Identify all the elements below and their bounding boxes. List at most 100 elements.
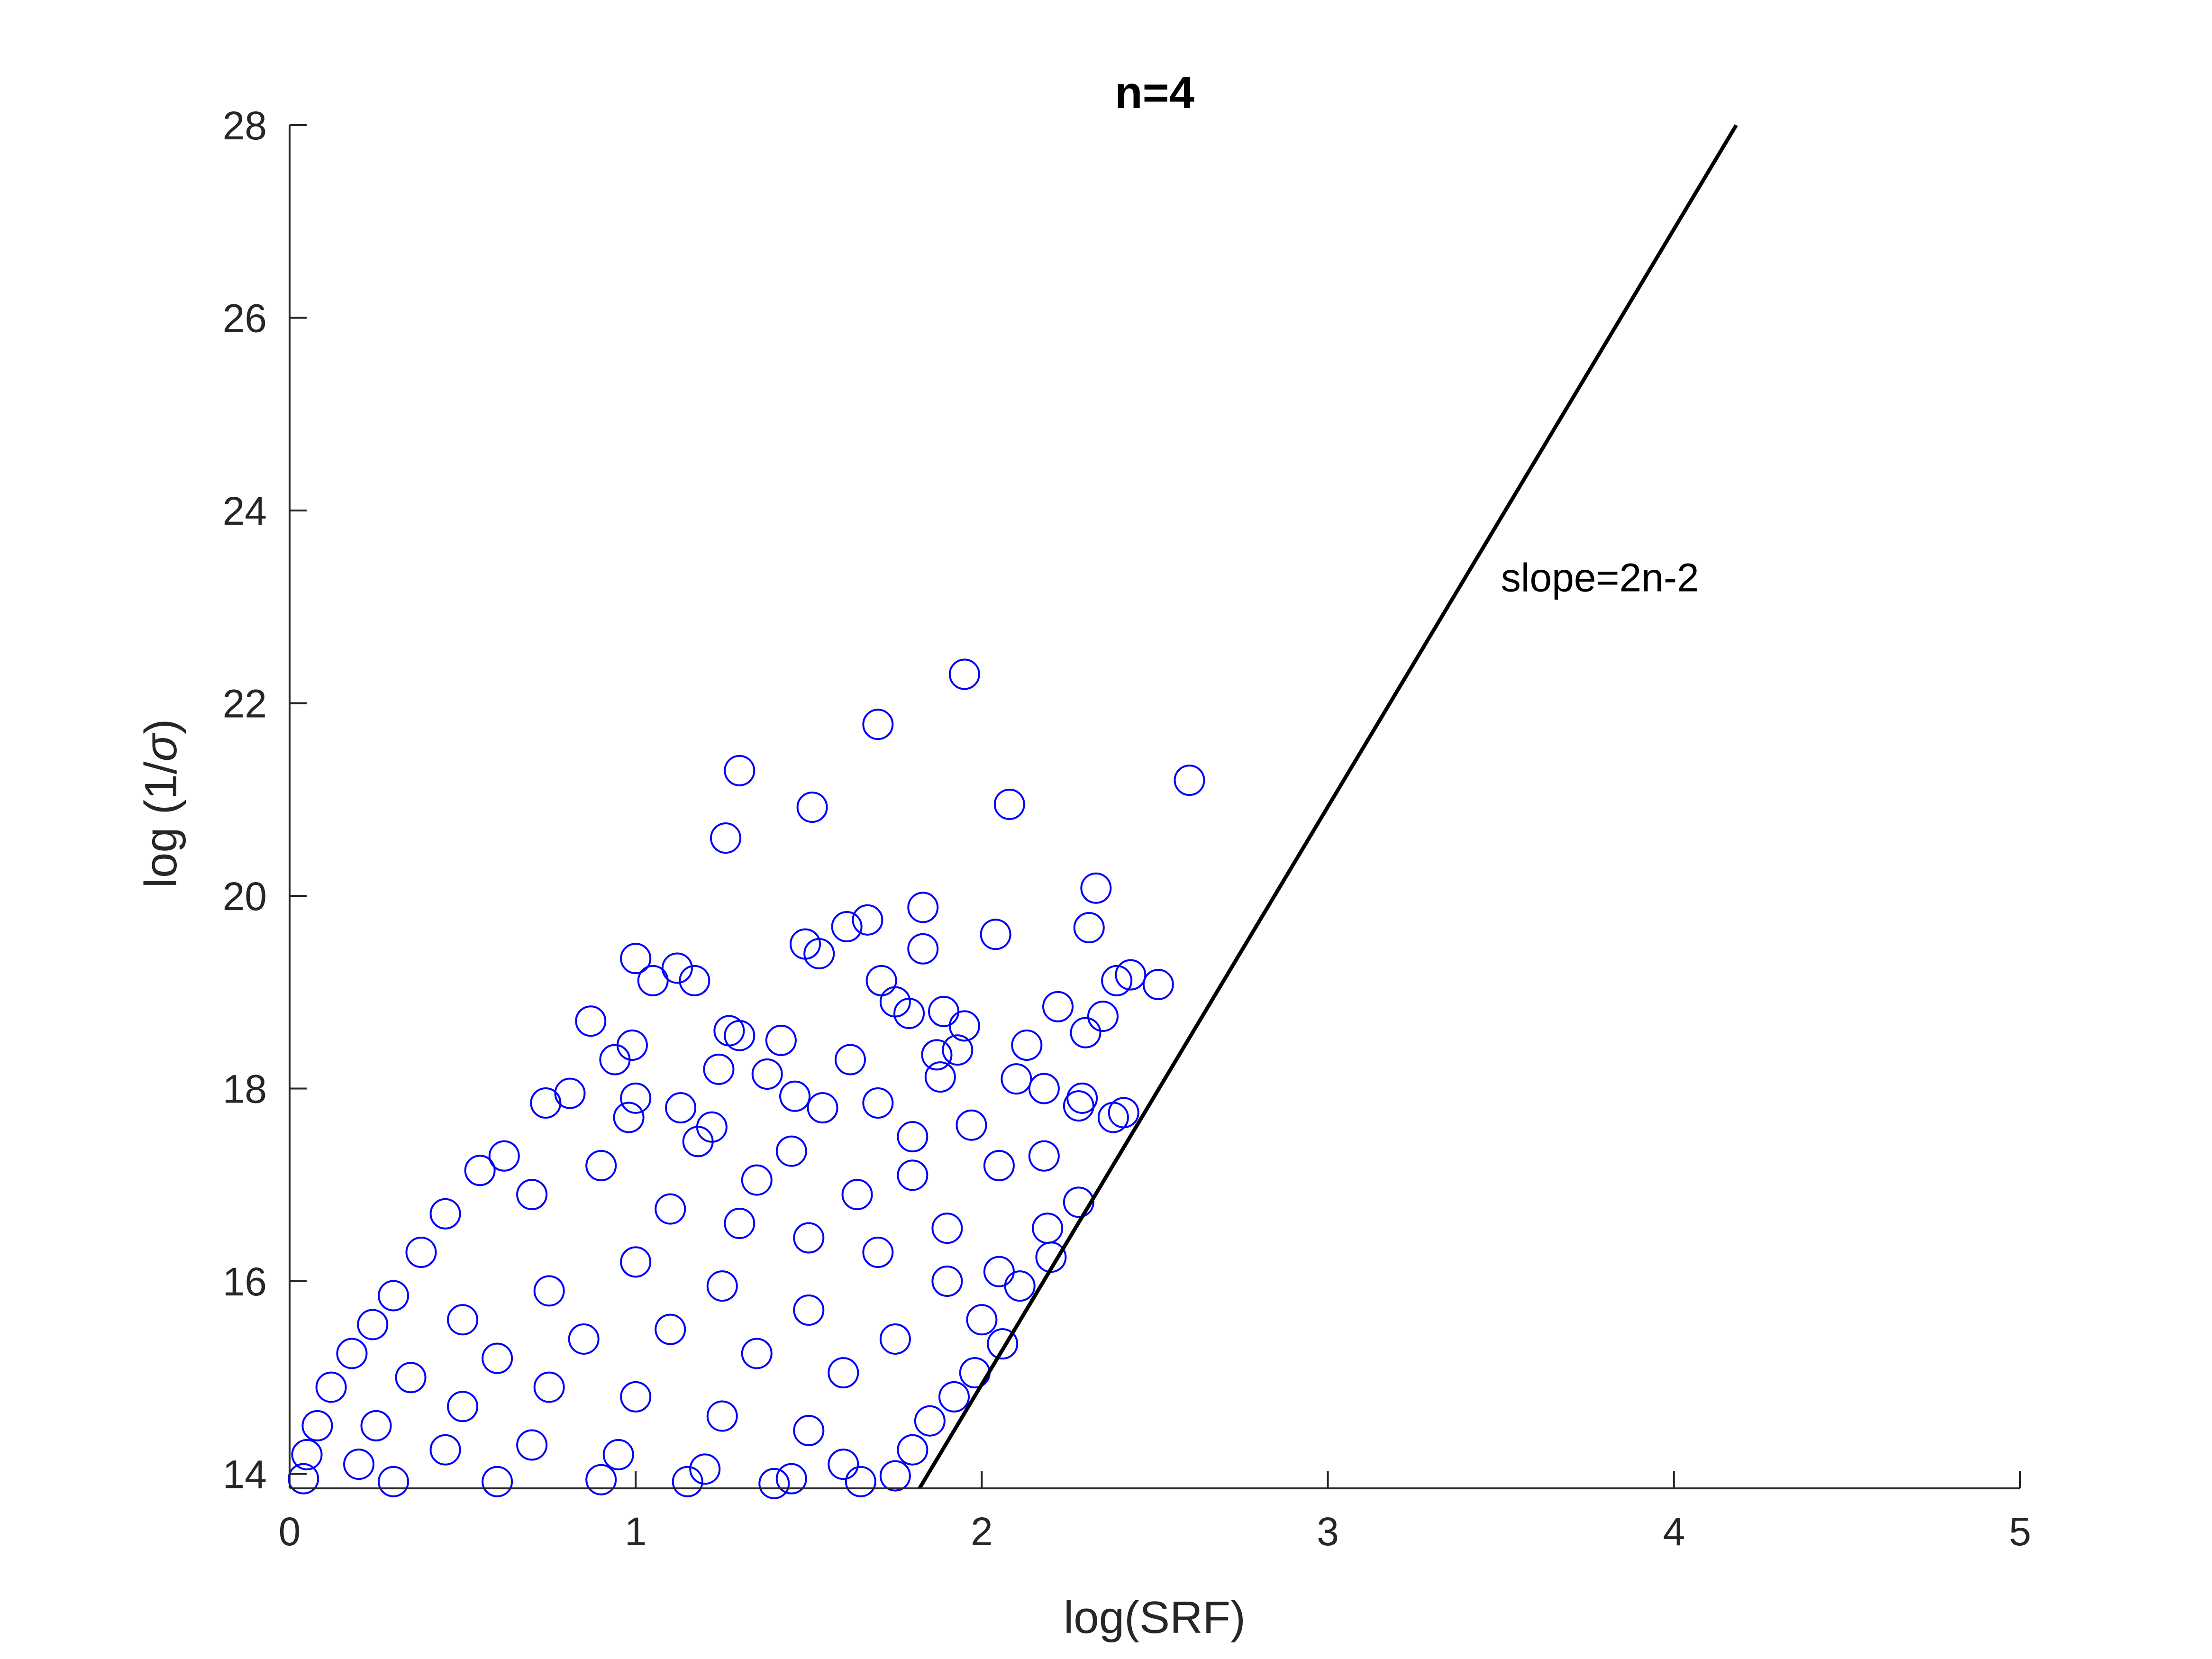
scatter-point [845, 1466, 876, 1497]
scatter-point [1087, 1001, 1119, 1032]
scatter-point [703, 1053, 735, 1085]
y-axis-label-prefix: log (1/ [136, 761, 186, 888]
scatter-point [482, 1466, 513, 1497]
scatter-point [488, 1140, 520, 1172]
scatter-point [620, 943, 652, 975]
scatter-point [585, 1464, 617, 1495]
scatter-point [751, 1058, 783, 1090]
scatter-point [1101, 965, 1133, 996]
scatter-point [602, 1439, 634, 1470]
scatter-point [1028, 1140, 1060, 1172]
x-ticks: 0 1 2 3 4 5 [279, 1471, 2031, 1554]
x-tick-label: 0 [279, 1509, 301, 1554]
scatter-point [672, 1466, 703, 1497]
scatter-point [1080, 872, 1112, 904]
scatter-point [897, 1121, 928, 1153]
scatter-point [980, 919, 1011, 950]
scatter-point [828, 1449, 859, 1480]
scatter-point [429, 1198, 461, 1230]
axes: 0 1 2 3 4 5 14 16 18 20 22 24 26 28 [223, 103, 2031, 1554]
scatter-point [665, 1092, 697, 1124]
scatter-point [554, 1077, 586, 1109]
scatter-point [931, 1266, 963, 1297]
scatter-point [395, 1362, 427, 1394]
y-tick-label: 16 [223, 1259, 267, 1304]
scatter-point [710, 822, 742, 854]
y-axis-label-symbol: σ [136, 733, 186, 762]
scatter-point [862, 1087, 894, 1119]
scatter-point [796, 792, 828, 823]
scatter-point [921, 1039, 953, 1071]
scatter-point [613, 1102, 645, 1133]
scatter-point [893, 997, 925, 1029]
scatter-point [1011, 1030, 1043, 1061]
scatter-point [620, 1246, 652, 1278]
reference-line-label: slope=2n-2 [1501, 555, 1699, 600]
scatter-point [637, 965, 669, 996]
scatter-point [758, 1468, 790, 1499]
scatter-point [897, 1434, 928, 1466]
scatter-point [938, 1381, 970, 1413]
x-tick-label: 3 [1317, 1509, 1339, 1554]
scatter-point [831, 911, 863, 943]
scatter-point [661, 952, 693, 984]
scatter-point [983, 1150, 1015, 1182]
scatter-point [1115, 959, 1147, 991]
scatter-point [765, 1024, 797, 1056]
scatter-point [1174, 765, 1205, 796]
scatter-point [724, 1020, 756, 1051]
scatter-point [620, 1082, 652, 1114]
scatter-point [516, 1179, 548, 1211]
scatter-point [620, 1381, 652, 1413]
scatter-point [779, 1080, 811, 1112]
scatter-point [464, 1155, 496, 1186]
scatter-point [343, 1449, 375, 1480]
scatter-point [793, 1294, 825, 1326]
y-tick-label: 28 [223, 103, 267, 148]
y-tick-label: 20 [223, 874, 267, 919]
y-tick-label: 14 [223, 1452, 267, 1497]
scatter-point [530, 1087, 562, 1119]
scatter-point [1028, 1073, 1060, 1104]
scatter-point [793, 1222, 825, 1254]
scatter-point [689, 1453, 721, 1485]
scatter-point [575, 1005, 607, 1037]
scatter-point [807, 1092, 838, 1124]
y-tick-label: 18 [223, 1067, 267, 1112]
scatter-point [907, 892, 939, 923]
scatter-point [378, 1466, 410, 1497]
scatter-point [897, 1159, 928, 1191]
scatter-point [405, 1237, 437, 1268]
scatter-point [568, 1323, 600, 1355]
scatter-point [724, 755, 756, 786]
y-ticks: 14 16 18 20 22 24 26 28 [223, 103, 307, 1497]
reference-line-group: slope=2n-2 [918, 124, 1738, 1490]
scatter-point [852, 904, 883, 936]
scatter-point [879, 1460, 911, 1492]
scatter-point [682, 1126, 714, 1158]
scatter-point [956, 1109, 987, 1141]
scatter-point [378, 1280, 410, 1312]
y-tick-label: 24 [223, 489, 267, 533]
scatter-point [533, 1371, 565, 1403]
scatter-point [942, 1034, 974, 1066]
scatter-point [336, 1338, 368, 1369]
scatter-point [741, 1164, 773, 1196]
scatter-point [993, 788, 1025, 820]
scatter-point [862, 709, 894, 740]
scatter-point [828, 1357, 859, 1389]
chart-title: n=4 [1115, 67, 1194, 118]
scatter-point [879, 1323, 911, 1355]
scatter-points [288, 658, 1205, 1499]
scatter-point [706, 1270, 738, 1302]
scatter-point [357, 1309, 389, 1340]
scatter-point [1066, 1082, 1098, 1114]
scatter-point [1042, 991, 1074, 1022]
scatter-point [793, 1415, 825, 1447]
scatter-point [924, 1061, 956, 1093]
scatter-point [447, 1391, 479, 1422]
x-tick-label: 2 [971, 1509, 993, 1554]
scatter-point [931, 1212, 963, 1244]
